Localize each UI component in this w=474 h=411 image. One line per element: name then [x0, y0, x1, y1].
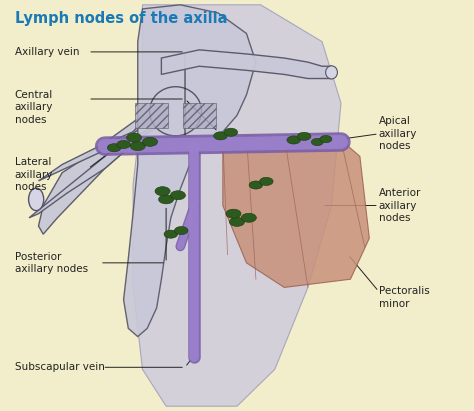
- Ellipse shape: [311, 139, 323, 145]
- Ellipse shape: [117, 141, 130, 148]
- Ellipse shape: [287, 136, 301, 144]
- Text: Lymph nodes of the axilla: Lymph nodes of the axilla: [15, 11, 228, 26]
- Ellipse shape: [249, 181, 263, 189]
- Ellipse shape: [297, 132, 311, 141]
- Ellipse shape: [224, 128, 237, 136]
- Ellipse shape: [158, 195, 173, 204]
- Text: Central
axillary
nodes: Central axillary nodes: [15, 90, 53, 125]
- Text: Pectoralis
minor: Pectoralis minor: [379, 286, 429, 309]
- Text: Anterior
axillary
nodes: Anterior axillary nodes: [379, 188, 421, 223]
- Text: Lateral
axillary
nodes: Lateral axillary nodes: [15, 157, 53, 192]
- Polygon shape: [29, 103, 171, 218]
- Ellipse shape: [214, 132, 227, 140]
- Ellipse shape: [130, 142, 146, 150]
- Ellipse shape: [155, 187, 170, 196]
- Polygon shape: [38, 107, 166, 234]
- Ellipse shape: [28, 188, 44, 210]
- Bar: [182, 103, 216, 128]
- Ellipse shape: [174, 226, 188, 235]
- Ellipse shape: [326, 66, 337, 79]
- Ellipse shape: [143, 137, 157, 146]
- Ellipse shape: [229, 217, 245, 226]
- Ellipse shape: [107, 144, 121, 152]
- Polygon shape: [133, 5, 341, 406]
- Ellipse shape: [150, 87, 201, 136]
- Polygon shape: [161, 50, 331, 79]
- Polygon shape: [223, 136, 369, 287]
- Text: Apical
axillary
nodes: Apical axillary nodes: [379, 116, 417, 151]
- Ellipse shape: [241, 213, 256, 222]
- Bar: [136, 103, 168, 128]
- Text: Subscapular vein: Subscapular vein: [15, 362, 105, 372]
- Ellipse shape: [259, 178, 273, 185]
- Polygon shape: [124, 5, 256, 337]
- Text: Axillary vein: Axillary vein: [15, 47, 79, 57]
- Text: Posterior
axillary nodes: Posterior axillary nodes: [15, 252, 88, 274]
- Ellipse shape: [170, 191, 185, 200]
- Ellipse shape: [320, 136, 332, 143]
- Ellipse shape: [226, 209, 241, 218]
- Ellipse shape: [127, 133, 142, 142]
- Ellipse shape: [164, 230, 178, 238]
